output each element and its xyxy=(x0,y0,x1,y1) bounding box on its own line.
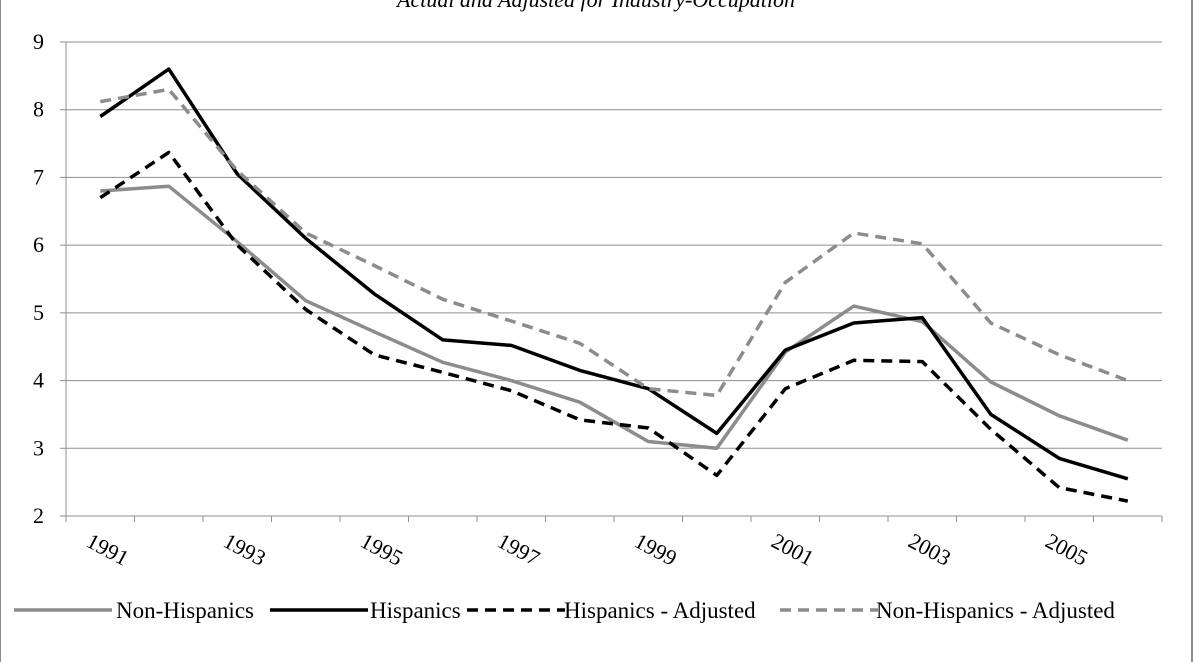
series-line-non-hispanics xyxy=(100,184,1129,451)
legend: Non-Hispanics Hispanics Hispanics - Adjust… xyxy=(14,598,1115,623)
y-tick-label-8: 8 xyxy=(33,97,44,122)
x-tick-label-2003: 2003 xyxy=(904,528,955,571)
legend-label-non-hispanics: Non-Hispanics xyxy=(116,598,254,623)
y-tick-label-6: 6 xyxy=(33,232,44,257)
series-line-hispanics xyxy=(99,67,1129,481)
x-tick-label-1997: 1997 xyxy=(493,528,544,571)
x-tick-label-2001: 2001 xyxy=(767,528,818,571)
x-tick-label-1991: 1991 xyxy=(82,528,133,571)
y-tick-label-2: 2 xyxy=(33,503,44,528)
axis-layer: 2 3 4 5 6 7 8 9 1991 1993 1995 1997 1999 2001 2003 2005 xyxy=(33,29,1163,571)
y-tick-label-4: 4 xyxy=(33,368,44,393)
x-tick-label-1995: 1995 xyxy=(356,528,407,571)
series-layer xyxy=(99,67,1129,503)
x-tick-label-1999: 1999 xyxy=(630,528,681,571)
legend-label-hispanics-adjusted: Hispanics - Adjusted xyxy=(564,598,756,623)
legend-label-hispanics: Hispanics xyxy=(370,598,461,623)
y-tick-label-7: 7 xyxy=(33,164,44,189)
series-line-non-hispanics-adjusted xyxy=(99,87,1129,398)
legend-label-non-hispanics-adjusted: Non-Hispanics - Adjusted xyxy=(876,598,1115,623)
y-tick-label-9: 9 xyxy=(33,29,44,54)
x-tick-label-2005: 2005 xyxy=(1041,528,1092,571)
chart-title: Actual and Adjusted for Industry-Occupat… xyxy=(395,0,795,12)
grid-layer xyxy=(66,41,1162,517)
y-tick-label-3: 3 xyxy=(33,435,44,460)
series-line-hispanics-adjusted xyxy=(99,150,1129,503)
x-tick-label-1993: 1993 xyxy=(219,528,270,571)
y-tick-label-5: 5 xyxy=(33,300,44,325)
